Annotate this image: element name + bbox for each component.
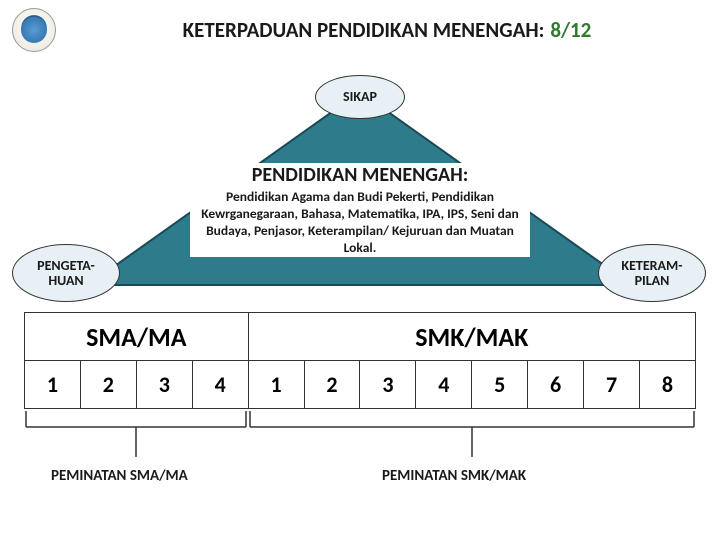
pill-left-label: PENGETA-HUAN — [37, 258, 95, 289]
center-text-block: PENDIDIKAN MENENGAH: Pendidikan Agama da… — [190, 163, 530, 257]
groups-number-row: 1 2 3 4 1 2 3 4 5 6 7 8 — [25, 361, 696, 409]
pill-right-label: KETERAM-PILAN — [621, 258, 682, 289]
cell-b1: 1 — [248, 361, 304, 409]
group-a-header: SMA/MA — [25, 313, 249, 361]
pill-sikap: SIKAP — [315, 75, 405, 119]
brackets-area: PEMINATAN SMA/MA PEMINATAN SMK/MAK — [24, 409, 696, 489]
cell-b7: 7 — [584, 361, 640, 409]
header: KETERPADUAN PENDIDIKAN MENENGAH: 8/12 — [0, 0, 720, 60]
page-title: KETERPADUAN PENDIDIKAN MENENGAH: 8/12 — [66, 17, 708, 43]
cell-b6: 6 — [528, 361, 584, 409]
pill-top-label: SIKAP — [343, 89, 377, 104]
pill-keterampilan: KETERAM-PILAN — [598, 244, 706, 302]
cell-a4: 4 — [192, 361, 248, 409]
cell-a1: 1 — [25, 361, 81, 409]
bracket-label-left: PEMINATAN SMA/MA — [51, 467, 188, 485]
cell-b5: 5 — [472, 361, 528, 409]
groups-table: SMA/MA SMK/MAK 1 2 3 4 1 2 3 4 5 6 7 8 — [24, 312, 696, 409]
title-progress: 8/12 — [550, 17, 591, 43]
cell-b3: 3 — [360, 361, 416, 409]
table-container: SMA/MA SMK/MAK 1 2 3 4 1 2 3 4 5 6 7 8 P… — [24, 312, 696, 489]
brackets-svg — [24, 409, 696, 469]
center-title: PENDIDIKAN MENENGAH: — [190, 163, 530, 187]
cell-a3: 3 — [136, 361, 192, 409]
group-b-header: SMK/MAK — [248, 313, 695, 361]
bracket-label-right: PEMINATAN SMK/MAK — [382, 467, 526, 485]
cell-b8: 8 — [639, 361, 695, 409]
title-main: KETERPADUAN PENDIDIKAN MENENGAH: — [183, 17, 545, 43]
cell-a2: 2 — [80, 361, 136, 409]
center-body: Pendidikan Agama dan Budi Pekerti, Pendi… — [190, 189, 530, 257]
logo-emblem — [12, 8, 56, 52]
pill-pengetahuan: PENGETA-HUAN — [12, 244, 120, 302]
diagram-area: PENDIDIKAN MENENGAH: Pendidikan Agama da… — [0, 60, 720, 540]
cell-b2: 2 — [304, 361, 360, 409]
groups-header-row: SMA/MA SMK/MAK — [25, 313, 696, 361]
cell-b4: 4 — [416, 361, 472, 409]
